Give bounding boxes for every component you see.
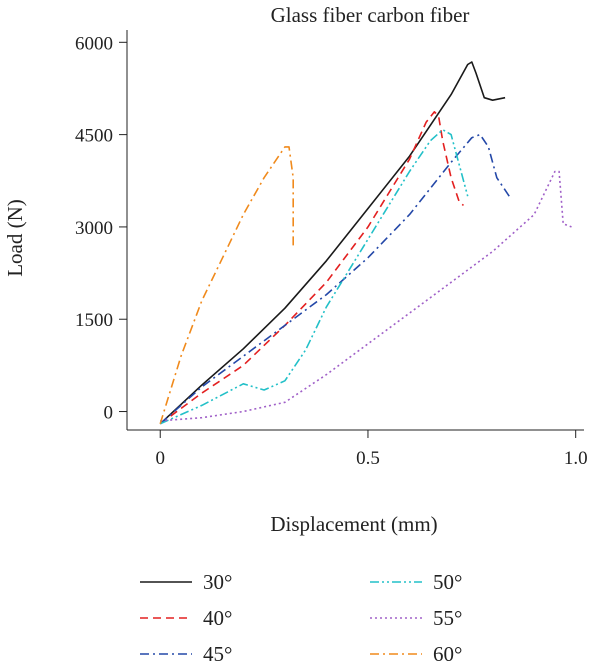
y-axis-label: Load (N) <box>3 199 27 277</box>
x-tick-label: 0.5 <box>356 448 380 469</box>
legend-label: 50° <box>433 570 462 594</box>
legend-label: 60° <box>433 642 462 666</box>
series-line <box>160 170 572 422</box>
legend-label: 45° <box>203 642 232 666</box>
series-group <box>159 61 572 425</box>
y-tick-label: 1500 <box>75 310 113 331</box>
y-tick-label: 0 <box>104 403 114 424</box>
axes: 0 0.5 1.0 0 1500 3000 4500 6000 <box>75 30 588 469</box>
legend-label: 40° <box>203 606 232 630</box>
legend: 30° 40° 45° 50° 55° 60° <box>140 570 462 666</box>
series-line <box>159 61 506 425</box>
y-tick-label: 6000 <box>75 33 113 54</box>
y-tick-label: 3000 <box>75 218 113 239</box>
series-line <box>159 128 469 425</box>
chart-title: Glass fiber carbon fiber <box>271 3 470 27</box>
x-tick-label: 1.0 <box>564 448 588 469</box>
legend-label: 30° <box>203 570 232 594</box>
series-line <box>159 111 464 425</box>
x-tick-label: 0 <box>155 448 165 469</box>
series-line <box>159 133 510 425</box>
y-tick-label: 4500 <box>75 126 113 147</box>
legend-label: 55° <box>433 606 462 630</box>
series-line <box>159 146 295 425</box>
x-axis-label: Displacement (mm) <box>270 512 437 536</box>
